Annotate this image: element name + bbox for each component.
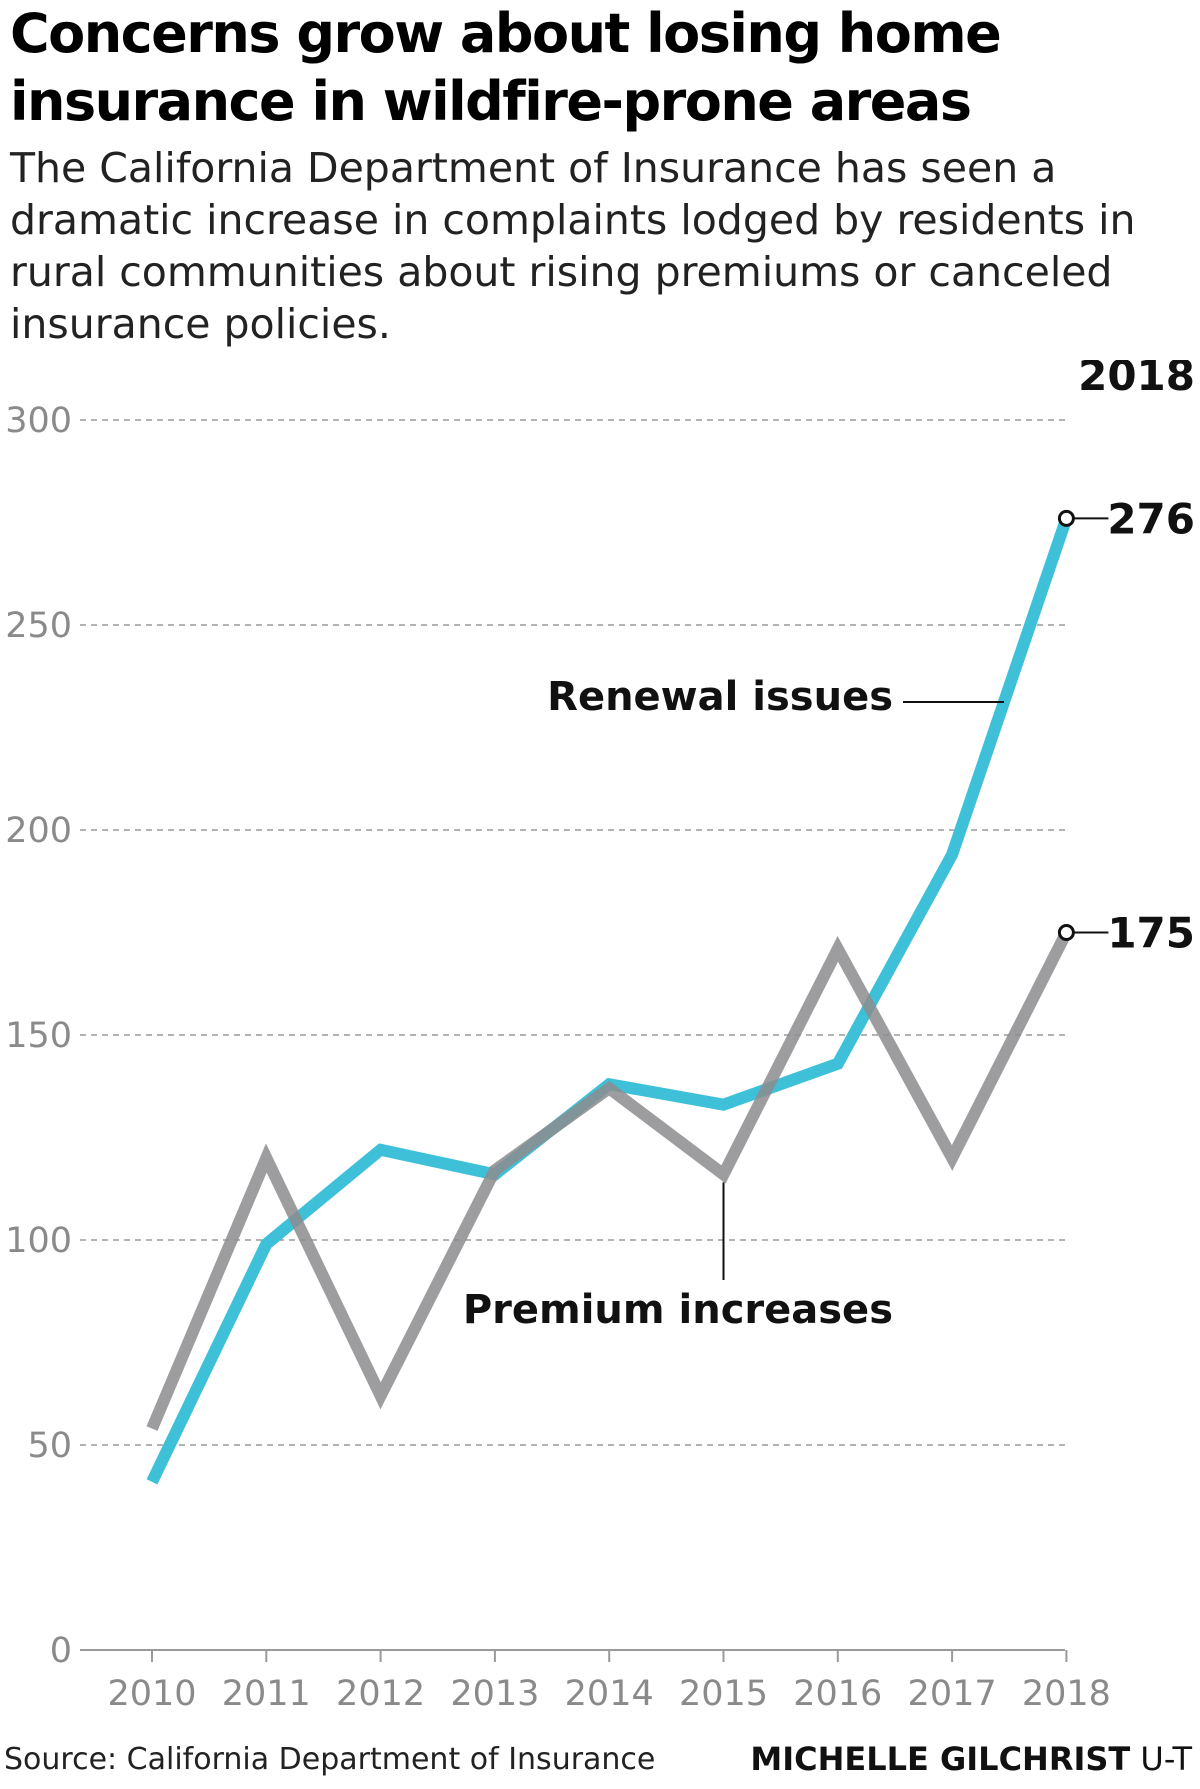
y-tick-200: 200 [5,811,72,851]
x-tick-2016: 2016 [793,1674,882,1714]
y-tick-150: 150 [5,1016,72,1056]
end-year-label: 2018 [1078,360,1195,400]
x-axis: 2010 2011 2012 2013 2014 2015 2016 2017 2018 [80,1649,1111,1714]
credit-org: U-T [1140,1740,1192,1778]
y-axis-ticks: 0 50 100 150 200 250 300 [5,401,72,1671]
series-label-premium-increases: Premium increases [463,1287,893,1333]
x-tick-2017: 2017 [908,1674,997,1714]
source-note: Source: California Department of Insuran… [4,1742,656,1777]
x-tick-2012: 2012 [336,1674,425,1714]
series-lines [146,516,1073,1485]
x-tick-2015: 2015 [679,1674,768,1714]
end-point-renewal-issues [1057,509,1075,527]
x-tick-2010: 2010 [107,1674,196,1714]
series-line-renewal-issues [146,516,1073,1485]
series-label-renewal-issues: Renewal issues [547,674,893,720]
y-tick-100: 100 [5,1221,72,1261]
credit-line: MICHELLE GILCHRIST U-T [750,1740,1192,1778]
end-value-premium-increases: 175 [1107,909,1195,958]
x-tick-2011: 2011 [222,1674,311,1714]
annotations: 2018 Renewal issues Premium increases 27… [463,360,1195,1333]
chart-title: Concerns grow about losing home insuranc… [10,2,1002,133]
y-tick-0: 0 [50,1631,72,1671]
y-tick-50: 50 [27,1426,72,1466]
x-tick-2018: 2018 [1022,1674,1111,1714]
y-tick-300: 300 [5,401,72,441]
chart-subtitle: The California Department of Insurance h… [10,144,1136,348]
end-value-renewal-issues: 276 [1107,494,1195,543]
chart-header: Concerns grow about losing home insuranc… [10,0,1190,350]
x-tick-2013: 2013 [450,1674,539,1714]
credit-name: MICHELLE GILCHRIST [750,1740,1131,1778]
x-tick-2014: 2014 [565,1674,654,1714]
series-line-premium-increases [146,929,1072,1431]
chart-footer: Source: California Department of Insuran… [0,1738,1200,1782]
y-tick-250: 250 [5,606,72,646]
end-point-premium-increases [1057,924,1075,941]
